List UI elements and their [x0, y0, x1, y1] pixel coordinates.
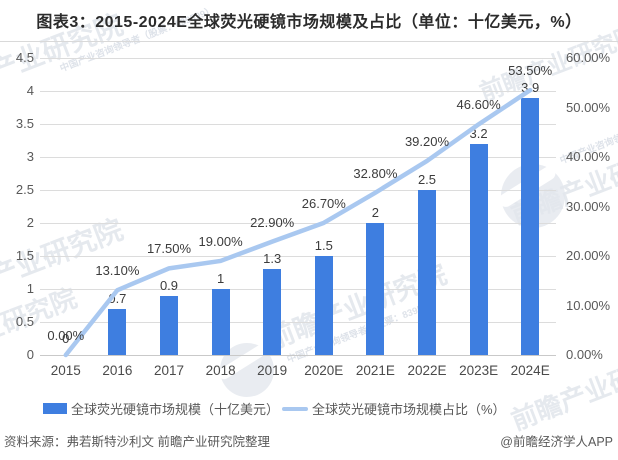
- chart-title: 图表3：2015-2024E全球荧光硬镜市场规模及占比（单位：十亿美元，%）: [36, 14, 582, 31]
- x-axis-label: 2016: [102, 363, 133, 378]
- bar: [418, 190, 436, 355]
- pct-value-label: 19.00%: [198, 233, 243, 249]
- y-axis-left-label: 2.5: [15, 182, 34, 197]
- y-axis-right-label: 10.00%: [566, 297, 611, 313]
- y-axis-left-label: 4.5: [15, 50, 34, 65]
- y-axis-right-label: 0.00%: [566, 347, 603, 362]
- bar: [108, 308, 127, 355]
- y-axis-right-label: 30.00%: [566, 198, 611, 214]
- pct-value-label: 0.00%: [47, 328, 85, 343]
- bar-value-label: 0.7: [108, 290, 127, 306]
- x-axis-label: 2015: [50, 363, 81, 378]
- y-axis-left-label: 4: [26, 83, 34, 98]
- bar: [211, 289, 230, 355]
- y-axis-left-label: 1.5: [15, 248, 34, 263]
- pct-value-label: 13.10%: [95, 263, 140, 279]
- legend-item-line: 全球荧光硬镜市场规模占比（%）: [282, 399, 506, 418]
- y-axis-right-label: 50.00%: [566, 99, 611, 115]
- y-axis-left-label: 3: [26, 149, 34, 164]
- gridline: [40, 57, 556, 59]
- x-axis-label: 2021E: [355, 363, 395, 378]
- legend-line-swatch-icon: [282, 406, 308, 411]
- x-axis-label: 2020E: [304, 363, 344, 378]
- bar-value-label: 1.3: [263, 251, 282, 267]
- y-axis-right-label: 40.00%: [566, 149, 611, 164]
- legend-item-bar: 全球荧光硬镜市场规模（十亿美元）: [43, 399, 279, 418]
- y-axis-left-label: 0.5: [15, 314, 34, 329]
- x-axis-label: 2024E: [510, 363, 550, 378]
- x-axis-label: 2023E: [459, 363, 499, 378]
- bar: [521, 97, 540, 355]
- bar: [314, 256, 333, 355]
- x-axis-label: 2017: [153, 363, 185, 378]
- pct-value-label: 46.60%: [456, 97, 501, 113]
- bar: [469, 143, 488, 355]
- y-axis-right-label: 20.00%: [566, 248, 611, 263]
- bar: [366, 223, 385, 355]
- footer-credit: @前瞻经济学人APP: [500, 435, 613, 449]
- pct-value-label: 32.80%: [353, 165, 398, 181]
- title-divider: [0, 41, 618, 42]
- bar-value-label: 3.9: [521, 79, 540, 95]
- y-axis-left-label: 1: [26, 281, 34, 296]
- bar: [160, 295, 178, 355]
- pct-value-label: 26.70%: [301, 195, 346, 211]
- pct-value-label: 39.20%: [404, 133, 450, 149]
- bar-value-label: 1.5: [314, 238, 333, 253]
- x-axis-label: 2022E: [407, 363, 447, 378]
- legend-line-label: 全球荧光硬镜市场规模占比（%）: [312, 402, 506, 417]
- pct-value-label: 53.50%: [508, 63, 553, 79]
- legend-bar-swatch-icon: [43, 403, 67, 414]
- gridline: [40, 90, 556, 92]
- pct-value-label: 22.90%: [250, 214, 295, 230]
- footer-source: 资料来源：弗若斯特沙利文 前瞻产业研究院整理: [4, 435, 270, 449]
- pct-value-label: 17.50%: [146, 241, 192, 257]
- bar: [263, 269, 282, 355]
- y-axis-left-label: 2: [26, 215, 34, 230]
- legend: 全球荧光硬镜市场规模（十亿美元） 全球荧光硬镜市场规模占比（%）: [0, 399, 618, 418]
- y-axis-right-label: 60.00%: [566, 50, 611, 65]
- bar-value-label: 1: [216, 271, 225, 286]
- y-axis-left-label: 3.5: [15, 116, 34, 131]
- gridline: [40, 123, 556, 125]
- y-axis-left-label: 0: [26, 347, 34, 362]
- legend-bar-label: 全球荧光硬镜市场规模（十亿美元）: [71, 402, 280, 417]
